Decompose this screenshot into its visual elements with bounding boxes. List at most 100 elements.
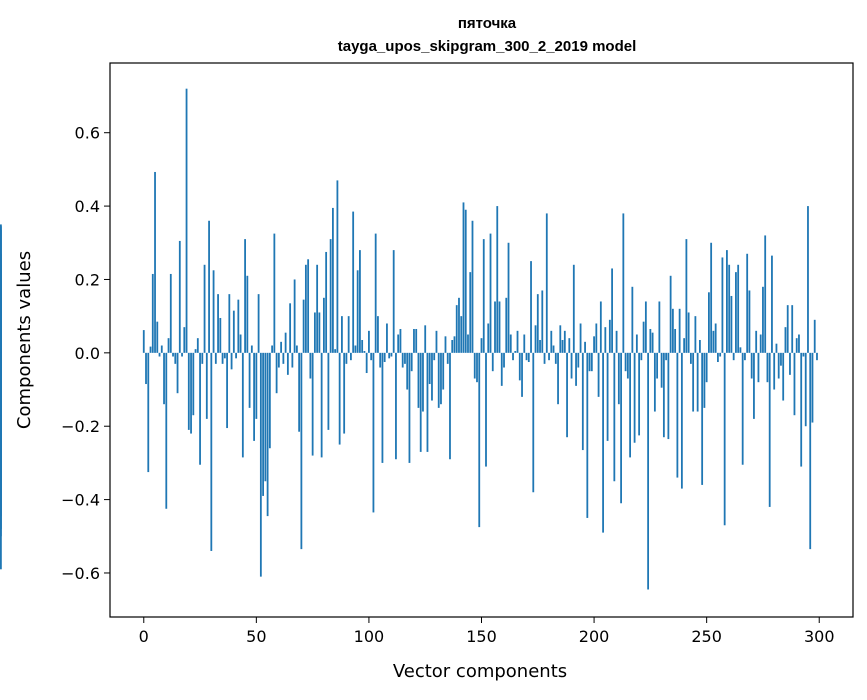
bar [275, 352, 278, 394]
bar [253, 352, 255, 441]
bar [730, 295, 733, 353]
bar [780, 352, 782, 366]
bar [169, 273, 172, 353]
y-tick-label: −0.2 [61, 417, 100, 436]
bar [710, 242, 713, 353]
bar [476, 352, 478, 383]
bar [521, 352, 523, 397]
bar [741, 352, 744, 465]
bar [284, 332, 287, 353]
bar [228, 294, 231, 353]
bar [174, 352, 177, 364]
bar [433, 352, 436, 361]
bar [532, 352, 535, 493]
bar [593, 336, 595, 353]
bar [809, 352, 812, 550]
bar [435, 330, 438, 353]
bar [318, 312, 321, 353]
x-tick-label: 200 [579, 627, 610, 646]
bar [365, 352, 368, 374]
bar [660, 352, 663, 388]
bar [656, 352, 659, 379]
bar [273, 233, 276, 353]
bar [613, 352, 616, 482]
bar [386, 323, 388, 353]
bar [750, 352, 753, 379]
bar [280, 341, 283, 353]
bar [194, 349, 197, 353]
bar [667, 352, 670, 440]
bar [212, 270, 215, 353]
bar [496, 206, 499, 353]
bar [759, 334, 762, 353]
bar [413, 328, 415, 353]
bar [705, 352, 708, 383]
bar [0, 352, 2, 517]
bar [494, 301, 496, 353]
bar [230, 352, 233, 370]
bar [322, 297, 325, 353]
bar [341, 316, 343, 353]
bar [183, 327, 186, 353]
bar [559, 325, 562, 353]
bar [665, 352, 668, 361]
bar [293, 279, 296, 353]
y-tick-label: −0.6 [61, 564, 100, 583]
bar [410, 352, 413, 372]
bar [744, 352, 746, 361]
bar [699, 340, 701, 353]
bar [816, 352, 818, 361]
bar [563, 330, 566, 353]
bar [0, 352, 2, 416]
bar [615, 330, 618, 353]
bar [142, 330, 145, 353]
bar [478, 352, 481, 528]
bar [160, 345, 163, 353]
bar [172, 352, 174, 357]
bar [446, 352, 449, 364]
bar [246, 275, 249, 353]
bar [757, 352, 760, 383]
bar [489, 233, 492, 353]
bar [408, 352, 411, 463]
bar [572, 264, 575, 353]
bar [163, 352, 165, 405]
bar [651, 332, 654, 353]
bar [345, 352, 348, 364]
y-tick-label: 0.4 [75, 197, 100, 216]
y-tick-label: 0.2 [75, 270, 100, 289]
bar [491, 352, 494, 372]
bar [764, 235, 767, 353]
bar [187, 352, 190, 430]
bar [307, 259, 310, 353]
bar [397, 334, 400, 353]
bar [332, 207, 334, 353]
bar [354, 345, 357, 353]
bar [309, 352, 312, 379]
bar [336, 180, 339, 353]
bar [620, 352, 622, 504]
bar [640, 352, 643, 361]
bar [545, 213, 548, 353]
bar [680, 352, 683, 489]
bar [237, 299, 240, 353]
bar [768, 352, 771, 507]
bar [561, 340, 564, 353]
x-tick-label: 300 [804, 627, 835, 646]
bar [359, 250, 361, 353]
bar [145, 352, 147, 385]
bar [798, 334, 800, 353]
bar [701, 352, 704, 485]
bar [728, 264, 731, 353]
bar [516, 330, 519, 353]
bar [300, 352, 303, 550]
bar [377, 316, 379, 353]
bar [156, 321, 159, 353]
bar [550, 330, 553, 353]
bar [525, 352, 528, 361]
bar [676, 352, 679, 478]
bar [482, 239, 485, 353]
bar [428, 352, 431, 385]
